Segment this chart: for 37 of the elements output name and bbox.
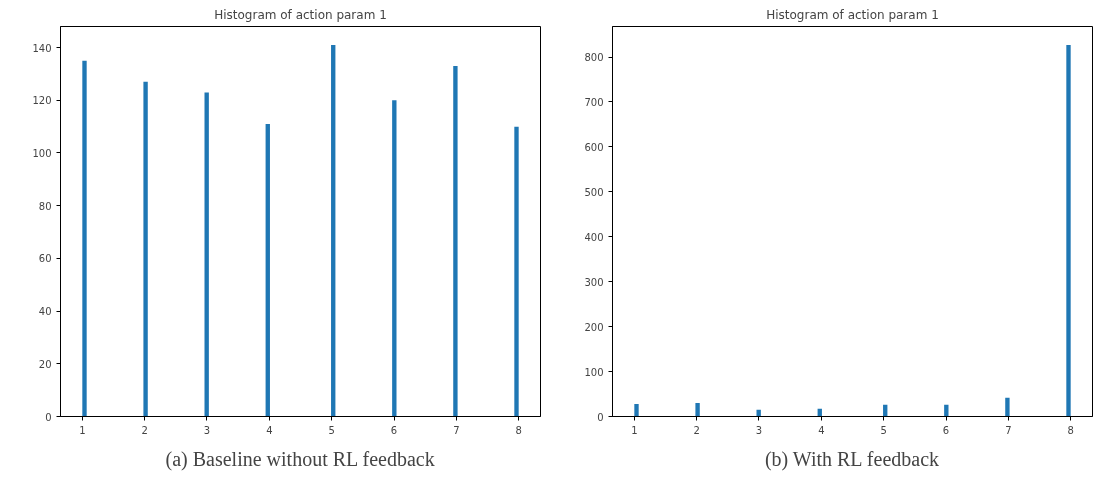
- chart-title: Histogram of action param 1: [214, 7, 387, 22]
- x-tick-label: 8: [1067, 424, 1074, 436]
- x-tick-label: 3: [203, 424, 211, 436]
- y-tick-label: 0: [597, 411, 604, 423]
- y-tick-label: 600: [584, 141, 604, 153]
- x-tick-label: 3: [755, 424, 763, 436]
- y-tick-label: 400: [584, 231, 604, 243]
- y-tick-label: 140: [32, 42, 52, 54]
- x-tick-label: 8: [515, 424, 522, 436]
- y-tick-label: 300: [584, 276, 604, 288]
- x-tick-label: 7: [453, 424, 460, 436]
- x-tick-label: 2: [141, 424, 148, 436]
- text: (a) Baseline without RL feedback: [165, 447, 435, 471]
- y-tick-label: 20: [38, 358, 52, 370]
- x-tick-label: 5: [880, 424, 887, 436]
- chart-title: Histogram of action param 1: [766, 7, 939, 22]
- x-tick-label: 1: [79, 424, 86, 436]
- y-tick-label: 100: [584, 366, 604, 378]
- y-tick-label: 40: [38, 306, 52, 318]
- y-tick-label: 200: [584, 321, 604, 333]
- x-tick-label: 5: [328, 424, 335, 436]
- x-tick-label: 4: [266, 424, 273, 436]
- x-tick-label: 4: [818, 424, 825, 436]
- x-tick-label: 6: [390, 424, 398, 436]
- text: (b) With RL feedback: [764, 447, 940, 471]
- x-tick-label: 1: [631, 424, 638, 436]
- y-tick-label: 80: [38, 200, 52, 212]
- y-tick-label: 120: [32, 95, 52, 107]
- y-tick-label: 60: [38, 253, 52, 265]
- y-tick-label: 0: [45, 411, 52, 423]
- x-tick-label: 2: [693, 424, 700, 436]
- y-tick-label: 500: [584, 186, 604, 198]
- y-tick-label: 700: [584, 96, 604, 108]
- y-tick-label: 800: [584, 52, 604, 64]
- x-tick-label: 7: [1005, 424, 1012, 436]
- y-tick-label: 100: [32, 147, 52, 159]
- x-tick-label: 6: [942, 424, 950, 436]
